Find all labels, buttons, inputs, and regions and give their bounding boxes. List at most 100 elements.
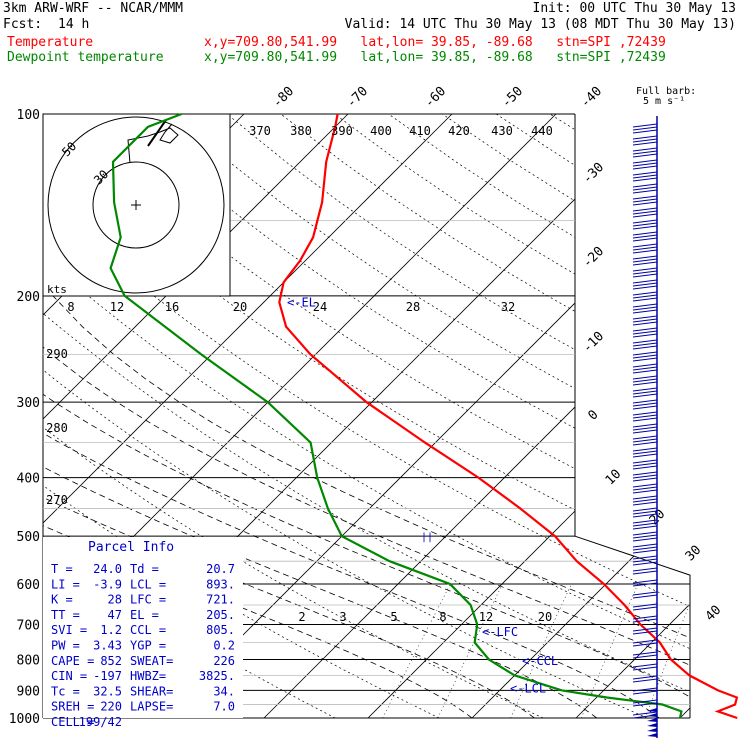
wind-barb [632,306,658,311]
wind-barb [632,387,658,392]
mixing-ratio-label: 12 [479,610,493,624]
wind-barb-flag [647,713,657,717]
wind-barb [632,663,658,668]
isotherm-line [367,114,690,718]
mixing-ratio-label: 20 [233,300,247,314]
isotherm-label: -50 [499,84,526,111]
isotherm-label: 0 [585,407,601,423]
wind-barb [632,474,658,479]
parcel-value: 220 [100,700,122,714]
dry-adiabat [334,114,690,718]
wind-barb [632,330,658,335]
mixing-ratio-label: 32 [501,300,515,314]
wind-barb [632,207,658,212]
wind-barb [632,618,658,623]
isotherm-label: 40 [703,603,725,625]
wind-barb [632,315,658,320]
valid-time: Valid: 14 UTC Thu 30 May 13 (08 MDT Thu … [344,17,736,32]
wind-barb [632,429,658,434]
isotherm-line [575,114,690,718]
wind-barb [632,219,658,224]
pressure-label: 700 [17,618,40,633]
theta-label: 420 [448,124,470,138]
parcel-value: 3.43 [93,639,122,653]
theta-label: 390 [331,124,353,138]
parcel-label: K = [51,593,73,607]
wind-barb [632,699,658,704]
wind-barb [632,402,658,407]
wind-barb [632,243,658,248]
wind-barb [632,555,658,560]
parcel-value: 721. [206,593,235,607]
wind-barb-flag [647,723,657,727]
mixing-ratio-label: 20 [538,610,552,624]
mixing-ratio-line [382,583,451,718]
pressure-label: 300 [17,396,40,411]
isotherm-label: -70 [344,84,371,111]
isotherm-line [471,114,690,718]
wind-barb-flag [647,708,657,712]
wind-barb [632,501,658,506]
wind-barb [632,519,658,524]
wind-barb [632,570,658,575]
wind-barb [632,237,658,242]
theta-label: 410 [409,124,431,138]
wind-barb [632,510,658,515]
wind-barb [632,291,658,296]
wind-barb [632,630,658,635]
wind-barb [632,483,658,488]
parcel-label: YGP = [130,639,166,653]
parcel-value: 7.0 [213,700,235,714]
parcel-label: SVI = [51,623,87,637]
wind-barb [632,498,658,503]
wind-barb [632,354,658,359]
hodograph-ring [47,116,225,294]
wind-barb [632,651,658,656]
wind-barb [632,702,658,707]
parcel-label: SHEAR= [130,684,173,698]
wind-barb [632,594,658,599]
wind-barb [632,507,658,512]
parcel-value: 805. [206,623,235,637]
theta-left-label: 280 [46,421,68,435]
parcel-label: LAPSE= [130,700,173,714]
mixing-ratio-line [729,584,740,718]
wind-barb [632,642,658,647]
parcel-value: 852 [100,654,122,668]
parcel-label: Td = [130,562,159,576]
isotherm-line [263,114,690,718]
parcel-label: T = [51,562,73,576]
moist-adiabat [43,295,598,718]
wind-barb [632,495,658,500]
level-annotation: <-CCL [522,654,558,668]
wind-barb [632,465,658,470]
pressure-label: 100 [17,108,40,123]
wind-barb [632,318,658,323]
dewpoint-location: x,y=709.80,541.99 lat,lon= 39.85, -89.68… [204,50,666,65]
wind-barb [632,678,658,683]
wind-barb [632,675,658,680]
wind-barb [632,639,658,644]
hodograph-trace-tail [147,119,167,147]
wind-barb [632,138,658,143]
wind-barb [632,333,658,338]
pressure-label: 600 [17,578,40,593]
parcel-label: CAPE = [51,654,94,668]
pressure-label: 800 [17,653,40,668]
parcel-value: 199/42 [79,715,122,729]
wind-barb [632,627,658,632]
theta-left-label: 270 [46,493,68,507]
wind-barb-flag [647,733,657,737]
wind-barb [632,711,658,716]
parcel-info-box [43,537,243,718]
wind-barb [632,690,658,695]
wind-barb [632,477,658,482]
wind-barb [632,378,658,383]
wind-barb [632,591,658,596]
wind-barb [632,150,658,155]
dry-adiabat [172,114,690,718]
wind-barb [632,363,658,368]
wind-barb [632,297,658,302]
isotherm-label: -30 [580,160,607,187]
